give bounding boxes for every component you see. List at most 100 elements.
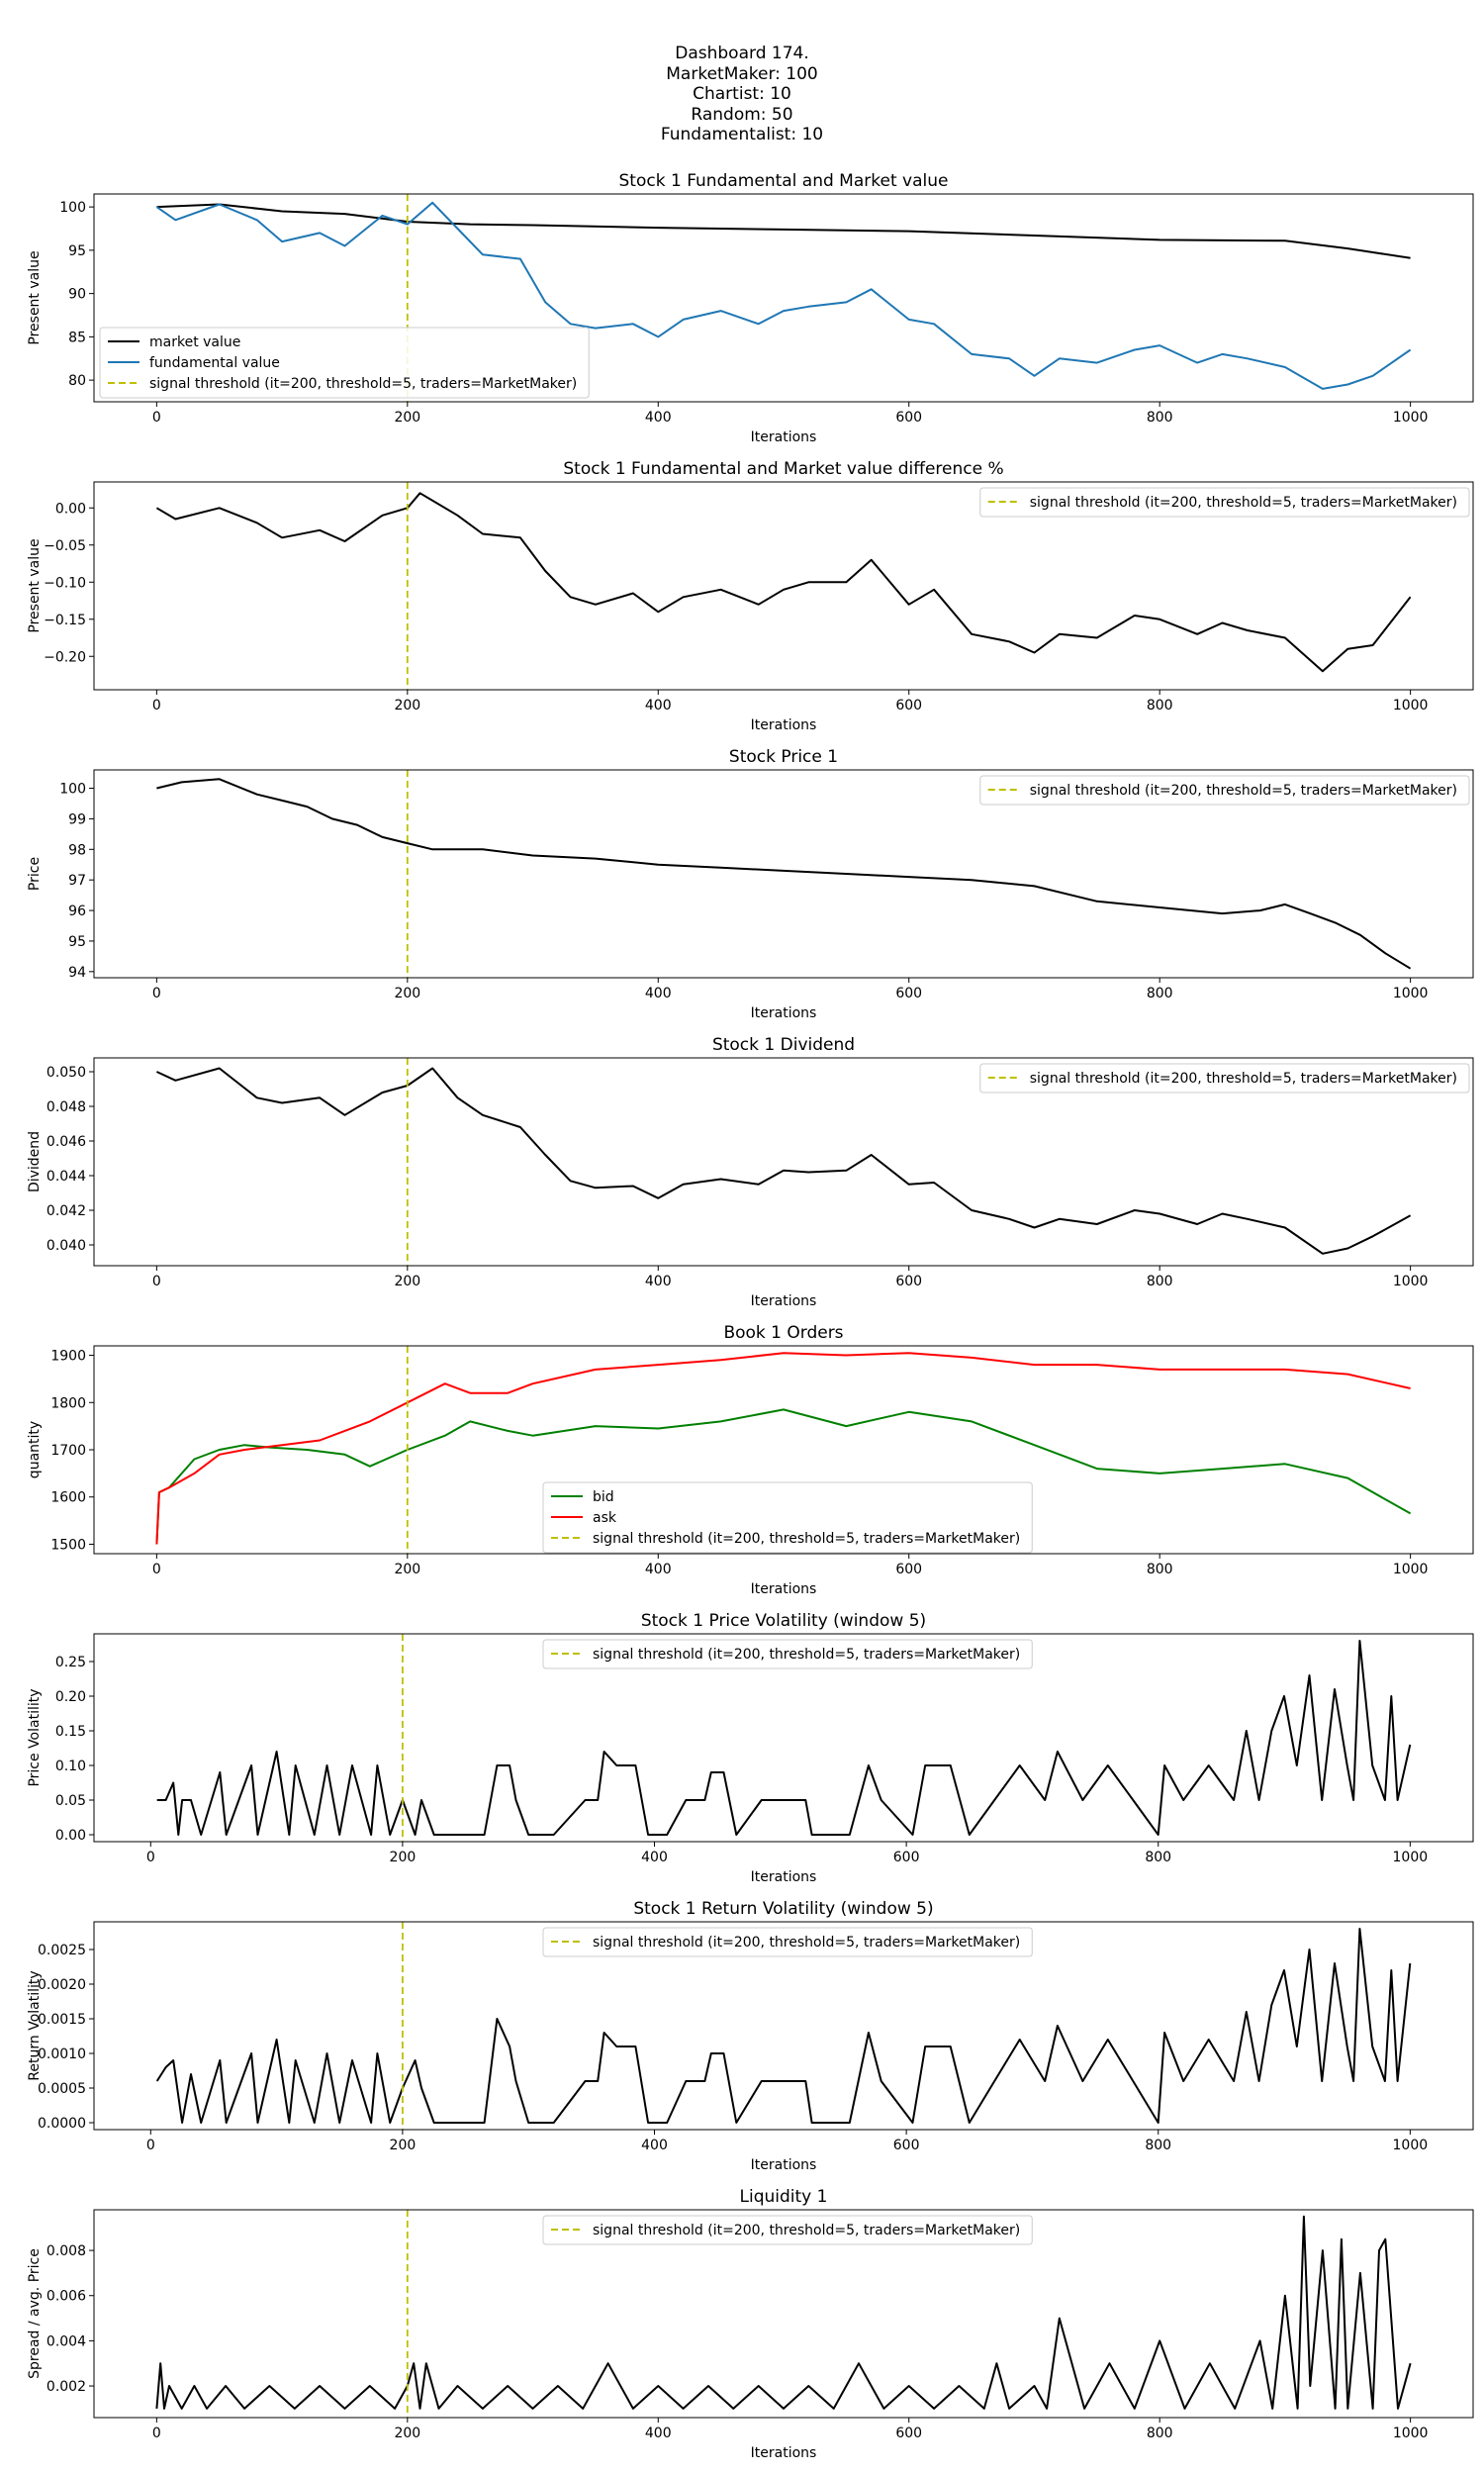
y-tick-label: 80: [68, 373, 86, 389]
x-axis-label: Iterations: [751, 2157, 817, 2173]
x-axis-label: Iterations: [751, 1005, 817, 1021]
series-line-1: [155, 1928, 1412, 2124]
x-tick-label: 600: [895, 2426, 922, 2441]
x-tick-label: 400: [645, 1274, 672, 1289]
x-tick-label: 1000: [1393, 1850, 1429, 1865]
x-tick-label: 0: [146, 1850, 155, 1865]
y-tick-label: 90: [68, 287, 86, 303]
y-tick-label: 1800: [50, 1395, 86, 1411]
chart-panel-8: Liquidity 1 0 200 400 600 800 1000 0.002 0.004 0.…: [27, 2187, 1474, 2461]
chart-title: Liquidity 1: [740, 2187, 828, 2207]
series-line-bid: [155, 1408, 1412, 1545]
series-line-1: [155, 492, 1412, 673]
y-tick-label: 0.05: [55, 1793, 86, 1809]
y-tick-label: −0.10: [44, 575, 86, 591]
legend-label: fundamental value: [149, 355, 280, 371]
y-tick-label: 1600: [50, 1490, 86, 1506]
y-tick-label: 0.042: [46, 1203, 86, 1219]
header-random: Random: 50: [691, 104, 793, 125]
y-tick-label: 100: [59, 200, 86, 216]
header-title: Dashboard 174.: [675, 44, 809, 63]
y-tick-label: 94: [68, 965, 86, 981]
legend: bid ask signal threshold (it=200, threshol…: [542, 1481, 1033, 1554]
chart-panel-1: Stock 1 Fundamental and Market value 0 200…: [27, 171, 1474, 445]
x-axis-label: Iterations: [751, 2445, 817, 2461]
x-tick-label: 1000: [1393, 1274, 1429, 1289]
series-line-fundamental-value: [155, 201, 1412, 390]
x-tick-label: 800: [1145, 1850, 1171, 1865]
legend-label: signal threshold (it=200, threshold=5, t…: [593, 1647, 1020, 1663]
x-tick-label: 0: [152, 1562, 161, 1577]
x-tick-label: 800: [1147, 986, 1173, 1001]
y-tick-label: −0.20: [44, 649, 86, 665]
x-axis-label: Iterations: [751, 1293, 817, 1309]
x-tick-label: 200: [394, 1274, 420, 1289]
header-chartist: Chartist: 10: [693, 84, 791, 104]
y-tick-label: 0.004: [46, 2333, 86, 2349]
chart-title: Stock 1 Fundamental and Market value dif…: [563, 459, 1003, 479]
x-tick-label: 1000: [1393, 2426, 1429, 2441]
series-line-1: [155, 1067, 1412, 1255]
x-tick-label: 400: [645, 410, 672, 426]
x-tick-label: 600: [895, 1562, 922, 1577]
x-tick-label: 800: [1145, 2138, 1171, 2153]
plot-frame: [93, 1057, 1474, 1267]
x-tick-label: 400: [641, 1850, 668, 1865]
y-tick-label: 0.0005: [38, 2081, 86, 2097]
y-axis-label: Present value: [27, 538, 43, 632]
x-tick-label: 400: [645, 2426, 672, 2441]
chart-panel-7: Stock 1 Return Volatility (window 5) 0 200…: [27, 1899, 1474, 2173]
legend: signal threshold (it=200, threshold=5, t…: [542, 2215, 1033, 2245]
x-tick-label: 1000: [1393, 2138, 1429, 2153]
y-tick-label: 98: [68, 842, 86, 858]
chart-panel-2: Stock 1 Fundamental and Market value dif…: [27, 459, 1474, 733]
y-tick-label: 0.008: [46, 2243, 86, 2259]
x-tick-label: 800: [1147, 410, 1173, 426]
x-tick-label: 1000: [1393, 410, 1429, 426]
x-tick-label: 800: [1147, 1562, 1173, 1577]
x-tick-label: 600: [893, 2138, 920, 2153]
chart-title: Stock 1 Dividend: [712, 1035, 855, 1055]
series-line-market-value: [156, 203, 1411, 259]
x-tick-label: 0: [146, 2138, 155, 2153]
y-tick-label: 0.002: [46, 2379, 86, 2395]
x-tick-label: 0: [152, 410, 161, 426]
y-tick-label: 0.0010: [38, 2046, 86, 2062]
y-tick-label: 0.044: [46, 1169, 86, 1185]
legend: signal threshold (it=200, threshold=5, t…: [542, 1927, 1033, 1957]
legend-label: market value: [149, 334, 240, 350]
y-tick-label: 0.00: [55, 1828, 86, 1844]
y-tick-label: 100: [59, 782, 86, 798]
x-tick-label: 1000: [1393, 986, 1429, 1001]
x-axis-label: Iterations: [751, 429, 817, 445]
y-tick-label: 0.048: [46, 1099, 86, 1115]
y-axis-label: Price Volatility: [27, 1688, 43, 1786]
chart-title: Stock 1 Return Volatility (window 5): [633, 1899, 933, 1919]
y-tick-label: 0.20: [55, 1689, 86, 1705]
y-tick-label: 0.046: [46, 1134, 86, 1150]
x-axis-label: Iterations: [751, 1869, 817, 1885]
header-marketmaker: MarketMaker: 100: [666, 63, 818, 84]
plot-frame: [93, 193, 1474, 403]
y-tick-label: 0.050: [46, 1065, 86, 1081]
y-tick-label: 1500: [50, 1537, 86, 1553]
chart-panel-5: Book 1 Orders 0 200 400 600 800 1000 1500 1600 17…: [27, 1323, 1474, 1597]
plot-frame: [93, 1633, 1474, 1843]
legend-box: [542, 1481, 1033, 1554]
legend-box: [979, 1063, 1470, 1094]
legend-label: ask: [593, 1510, 617, 1526]
y-axis-label: Price: [27, 857, 43, 891]
x-tick-label: 600: [893, 1850, 920, 1865]
y-tick-label: 95: [68, 934, 86, 950]
legend-box: [542, 1927, 1033, 1957]
x-tick-label: 600: [895, 410, 922, 426]
y-tick-label: −0.05: [44, 538, 86, 554]
y-axis-label: Return Volatility: [27, 1970, 43, 2080]
legend: signal threshold (it=200, threshold=5, t…: [979, 1063, 1470, 1094]
x-tick-label: 600: [895, 1274, 922, 1289]
x-tick-label: 800: [1147, 698, 1173, 714]
chart-panel-3: Stock Price 1 0 200 400 600 800 1000 94 95 96 97 98…: [27, 747, 1474, 1021]
legend-label: bid: [593, 1489, 614, 1505]
y-tick-label: 0.15: [55, 1724, 86, 1740]
